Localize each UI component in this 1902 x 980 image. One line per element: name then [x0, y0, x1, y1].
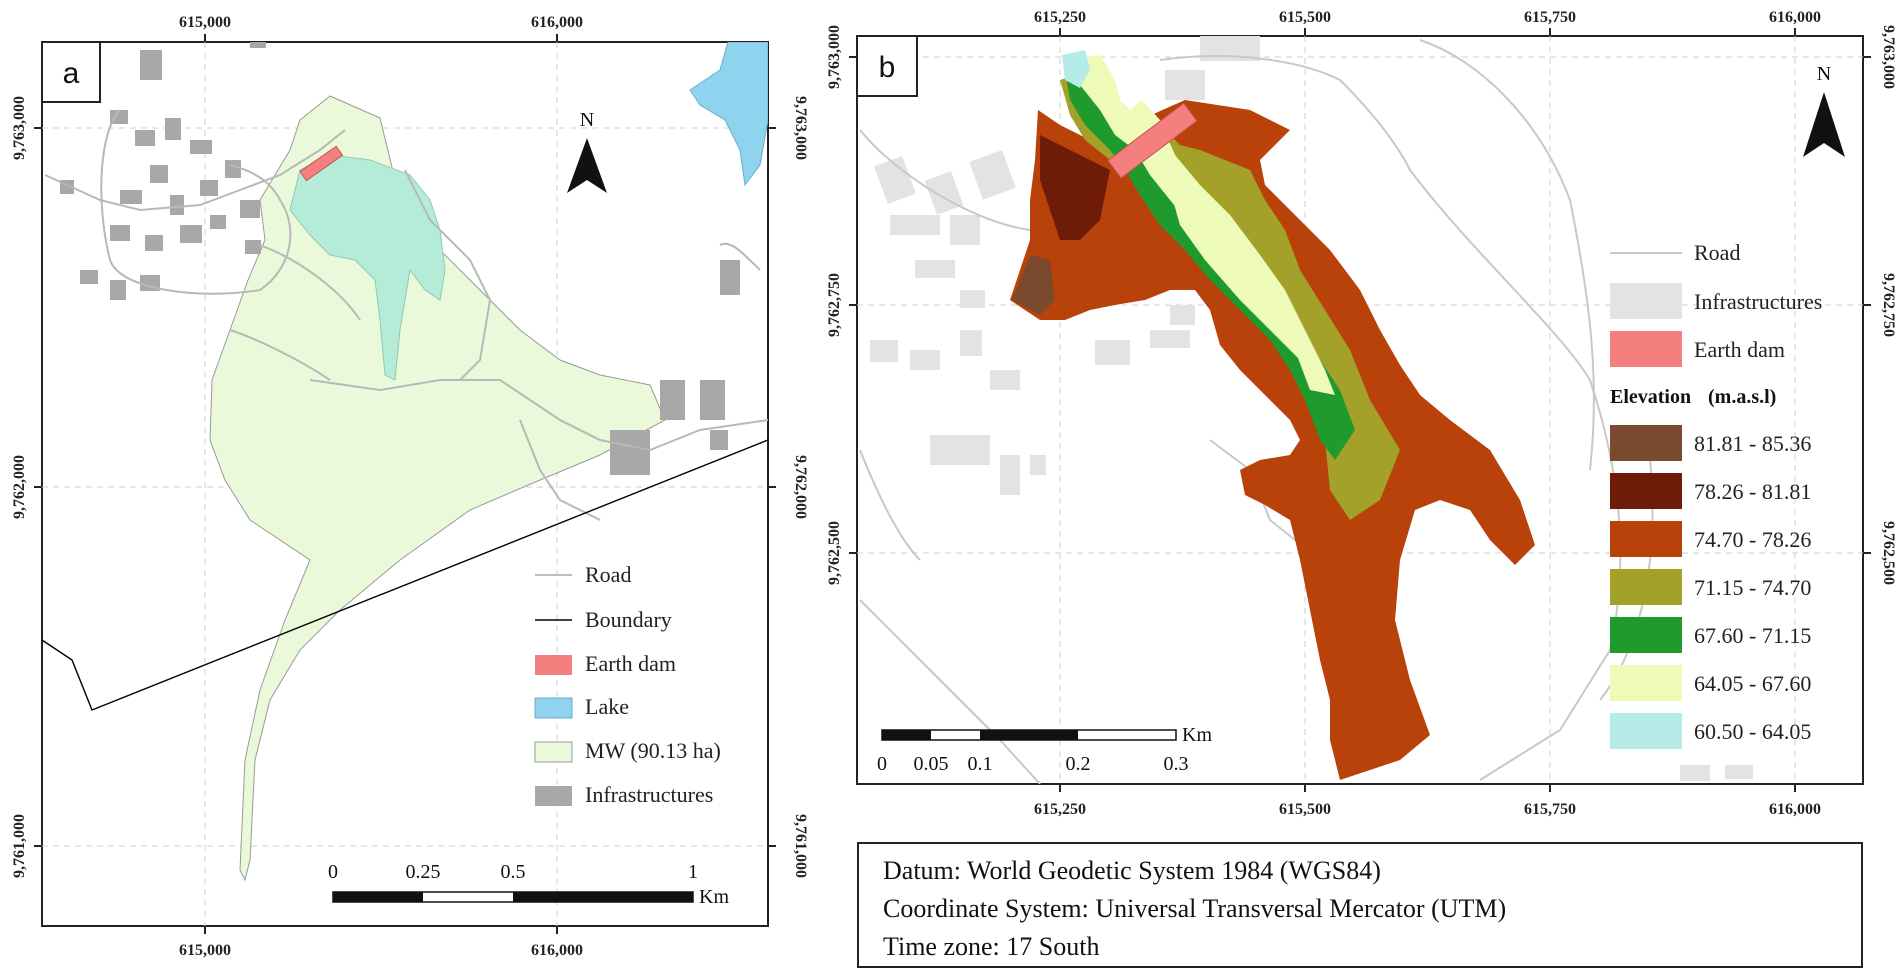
a-ytick-right-2: 9,761,000 — [792, 814, 809, 878]
a-xtick-bottom-1: 616,000 — [531, 942, 583, 959]
time-zone-text: Time zone: 17 South — [883, 932, 1100, 961]
elevation-label: 78.26 - 81.81 — [1694, 479, 1811, 504]
elevation-swatch — [1610, 425, 1682, 461]
panel-a-map: N a 615,000 616,000 615,000 616,000 9,76… — [11, 14, 809, 959]
scale-a-2: 0.5 — [501, 861, 526, 883]
elev-class-60-64 — [1062, 50, 1090, 88]
b-xtick-bottom-3: 616,000 — [1769, 801, 1821, 818]
mw-area — [209, 95, 666, 882]
b-ytick-left-1: 9,762,750 — [826, 273, 843, 337]
a-ytick-left-2: 9,761,000 — [11, 814, 28, 878]
elevation-label: 71.15 - 74.70 — [1694, 575, 1811, 600]
panel-b-scale-bar: 0 0.05 0.1 0.2 0.3 Km — [877, 724, 1212, 775]
a-xtick-top-1: 616,000 — [531, 14, 583, 31]
legend-a-0: Road — [585, 562, 631, 587]
scale-a-0: 0 — [328, 861, 338, 883]
north-arrow-a: N — [567, 109, 607, 193]
earth-dam-a — [299, 145, 344, 182]
panel-a-legend: Road Boundary Earth dam Lake MW (90.13 h… — [534, 562, 721, 807]
scale-b-1: 0.05 — [914, 753, 949, 775]
b-xtick-top-1: 615,500 — [1279, 9, 1331, 26]
elevation-label: 81.81 - 85.36 — [1694, 431, 1811, 456]
elevation-label: 67.60 - 71.15 — [1694, 623, 1811, 648]
reservoir — [289, 154, 446, 381]
elev-class-81-85 — [1012, 255, 1055, 315]
b-ytick-right-0: 9,763,000 — [1880, 25, 1897, 89]
map-info-box: Datum: World Geodetic System 1984 (WGS84… — [857, 842, 1863, 968]
legend-elevation-unit: (m.a.s.l) — [1708, 386, 1776, 408]
earth-dam-b — [1107, 102, 1198, 179]
legend-b-0: Road — [1694, 240, 1740, 265]
panel-b-label: b — [879, 51, 896, 84]
b-xtick-top-2: 615,750 — [1524, 9, 1576, 26]
b-xtick-bottom-0: 615,250 — [1034, 801, 1086, 818]
roads — [44, 109, 768, 521]
datum-text: Datum: World Geodetic System 1984 (WGS84… — [883, 856, 1381, 885]
elevation-swatch — [1610, 617, 1682, 653]
legend-a-5: Infrastructures — [585, 782, 713, 807]
panel-b-tick-labels: 615,250 615,500 615,750 616,000 615,250 … — [826, 9, 1897, 818]
legend-a-2: Earth dam — [585, 651, 676, 676]
panel-b-map: N b 615,250 615,500 615,750 616,000 615,… — [826, 9, 1897, 818]
a-xtick-bottom-0: 615,000 — [179, 942, 231, 959]
scale-b-0: 0 — [877, 753, 887, 775]
panel-a-scale-bar: 0 0.25 0.5 1 Km — [328, 861, 729, 908]
b-ytick-right-1: 9,762,750 — [1880, 273, 1897, 337]
scale-b-2: 0.1 — [968, 753, 993, 775]
panel-b-label-box — [856, 35, 918, 97]
elevation-swatch — [1610, 473, 1682, 509]
b-xtick-top-0: 615,250 — [1034, 9, 1086, 26]
coordinate-system-text: Coordinate System: Universal Transversal… — [883, 894, 1507, 923]
panel-a-ticks — [34, 34, 776, 934]
legend-b-2: Earth dam — [1694, 337, 1785, 362]
b-ytick-left-0: 9,763,000 — [826, 25, 843, 89]
legend-a-1: Boundary — [585, 607, 672, 632]
scale-a-1: 0.25 — [406, 861, 441, 883]
panel-b-ticks — [849, 28, 1871, 792]
b-ytick-left-2: 9,762,500 — [826, 521, 843, 585]
a-xtick-top-0: 615,000 — [179, 14, 231, 31]
legend-a-3: Lake — [585, 694, 629, 719]
elevation-legend-items: 81.81 - 85.36 78.26 - 81.81 74.70 - 78.26 7… — [1610, 425, 1811, 749]
b-ytick-right-2: 9,762,500 — [1880, 521, 1897, 585]
legend-a-4: MW (90.13 ha) — [585, 738, 721, 763]
elevation-swatch — [1610, 569, 1682, 605]
lake — [689, 42, 768, 187]
elevation-swatch — [1610, 665, 1682, 701]
north-arrow-b: N — [1803, 63, 1845, 157]
a-ytick-right-1: 9,762,000 — [792, 455, 809, 519]
north-label-b: N — [1817, 63, 1831, 85]
a-ytick-right-0: 9,763,000 — [792, 96, 809, 160]
panel-b-legend: Road Infrastructures Earth dam Elevation… — [1610, 240, 1822, 749]
elevation-label: 74.70 - 78.26 — [1694, 527, 1811, 552]
scale-a-3: 1 — [688, 861, 698, 883]
legend-b-1: Infrastructures — [1694, 289, 1822, 314]
elev-class-78-81 — [1040, 135, 1110, 240]
elev-interior — [1170, 190, 1310, 360]
panel-a-label: a — [63, 57, 80, 90]
a-ytick-left-1: 9,762,000 — [11, 455, 28, 519]
legend-elevation-title: Elevation — [1610, 386, 1691, 408]
scale-b-3: 0.2 — [1066, 753, 1091, 775]
boundary — [42, 439, 768, 711]
north-label-a: N — [580, 109, 594, 131]
scale-a-unit: Km — [699, 886, 729, 908]
scale-b-unit: Km — [1182, 724, 1212, 746]
b-xtick-bottom-2: 615,750 — [1524, 801, 1576, 818]
infrastructure-blocks — [60, 42, 740, 475]
b-xtick-top-3: 616,000 — [1769, 9, 1821, 26]
elevation-label: 64.05 - 67.60 — [1694, 671, 1811, 696]
elev-class-74-78 — [1010, 100, 1535, 780]
scale-b-4: 0.3 — [1164, 753, 1189, 775]
panel-a-label-box — [41, 41, 101, 103]
panel-a-tick-labels: 615,000 616,000 615,000 616,000 9,763,00… — [11, 14, 809, 959]
elevation-swatch — [1610, 521, 1682, 557]
elevation-label: 60.50 - 64.05 — [1694, 719, 1811, 744]
elevation-swatch — [1610, 713, 1682, 749]
b-xtick-bottom-1: 615,500 — [1279, 801, 1331, 818]
a-ytick-left-0: 9,763,000 — [11, 96, 28, 160]
